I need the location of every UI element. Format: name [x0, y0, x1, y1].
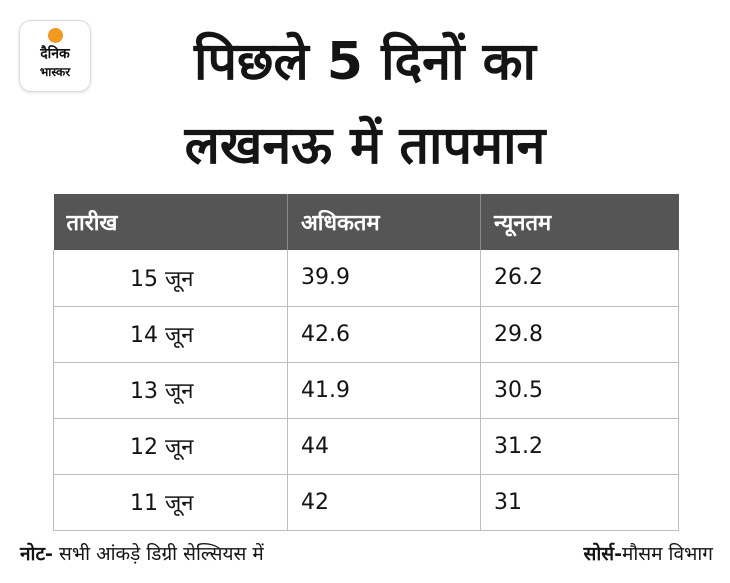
cell-min: 29.8	[480, 306, 679, 363]
cell-min: 30.5	[480, 362, 679, 419]
cell-max: 42	[287, 474, 481, 531]
header-date: तारीख	[53, 194, 288, 250]
cell-date: 12 जून	[53, 418, 288, 475]
header-min: न्यूनतम	[480, 194, 679, 250]
logo-text-line2: भास्कर	[39, 65, 71, 79]
cell-date: 14 जून	[53, 306, 288, 363]
cell-min: 31.2	[480, 418, 679, 475]
headline-line2: लखनऊ में तापमान	[184, 116, 546, 176]
cell-min: 26.2	[480, 250, 679, 307]
sun-icon	[48, 28, 63, 43]
source-text: मौसम विभाग	[622, 543, 713, 565]
note-label: नोट-	[20, 543, 53, 565]
cell-date: 11 जून	[53, 474, 288, 531]
cell-min: 31	[480, 474, 679, 531]
cell-date: 13 जून	[53, 362, 288, 419]
cell-date: 15 जून	[53, 250, 288, 307]
table-row: 11 जून 42 31	[53, 474, 679, 531]
cell-max: 39.9	[287, 250, 481, 307]
cell-max: 44	[287, 418, 481, 475]
note-text: सभी आंकड़े डिग्री सेल्सियस में	[52, 543, 264, 565]
headline-line1: पिछले 5 दिनों का	[193, 32, 537, 92]
table-row: 15 जून 39.9 26.2	[53, 250, 679, 307]
cell-max: 41.9	[287, 362, 481, 419]
cell-max: 42.6	[287, 306, 481, 363]
footer-note: नोट- सभी आंकड़े डिग्री सेल्सियस में	[20, 540, 264, 568]
table-row: 14 जून 42.6 29.8	[53, 306, 679, 363]
temperature-table: तारीख अधिकतम न्यूनतम 15 जून 39.9 26.2 14…	[53, 194, 679, 531]
logo-text-line1: दैनिक	[40, 46, 70, 62]
source-label: सोर्स-	[583, 543, 623, 565]
table-row: 12 जून 44 31.2	[53, 418, 679, 475]
footer-source: सोर्स-मौसम विभाग	[584, 540, 714, 568]
header-max: अधिकतम	[287, 194, 481, 250]
table-row: 13 जून 41.9 30.5	[53, 362, 679, 419]
table-header-row: तारीख अधिकतम न्यूनतम	[53, 194, 679, 250]
dainik-bhaskar-logo: दैनिक भास्कर	[19, 20, 91, 92]
